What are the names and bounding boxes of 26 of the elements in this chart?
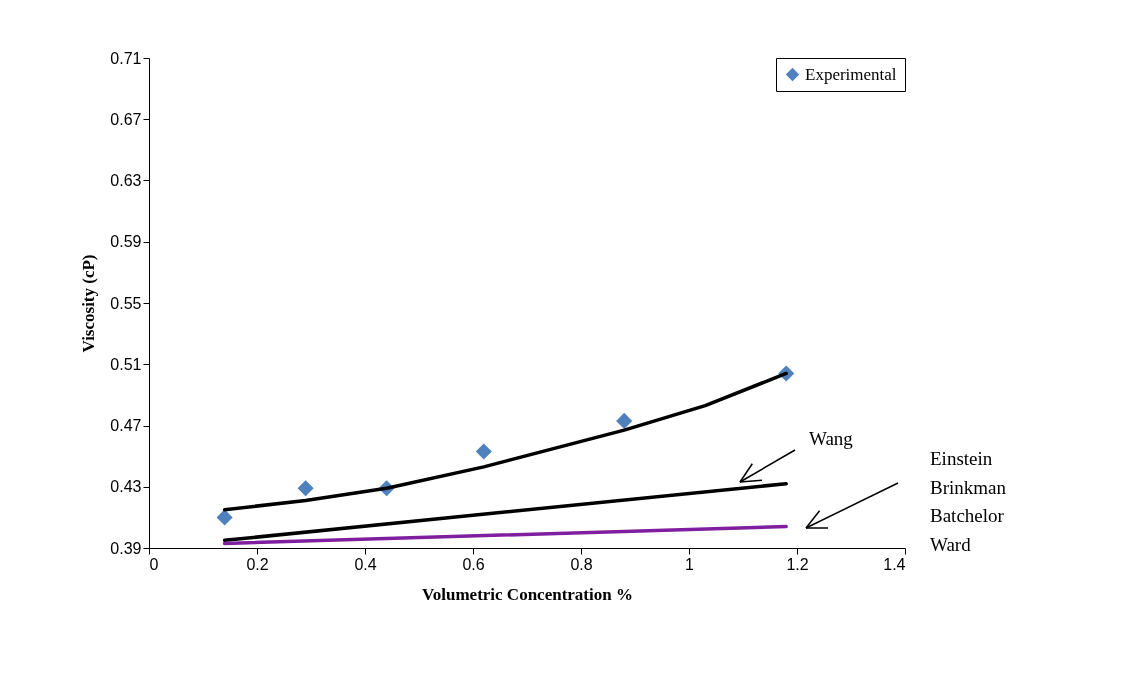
x-tick-label: 0.2 [246,555,269,573]
y-tick-label: 0.39 [110,539,142,557]
x-tick-label: 1 [685,555,695,573]
point [475,443,492,460]
x-tick-label: 1.4 [883,555,906,573]
y-tick-label: 0.67 [110,110,142,128]
x-tick-label: 0.8 [570,555,593,573]
y-tick-label: 0.43 [110,478,142,496]
y-tick-label: 0.63 [110,172,142,189]
x-axis-title: Volumetric Concentration % [422,584,633,604]
y-axis-title: Viscosity (cP) [79,254,99,353]
point [216,509,233,526]
x-tick-label: 0.4 [354,555,377,573]
x-tick-label: 0.6 [462,555,485,573]
annotation: Wang [809,428,854,449]
y-tick-label: 0.47 [110,417,142,434]
x-tick-label: 1.2 [786,555,809,573]
text: Einstein Brinkman Batchelor Ward [930,448,1007,555]
y-tick-label: 0.55 [110,294,142,312]
point [616,412,633,429]
y-tick-label: 0.59 [110,233,142,251]
point [297,480,314,497]
x-tick-label: 0 [149,555,159,573]
legend-label: Experimental [805,64,897,84]
y-tick-label: 0.71 [110,49,142,67]
y-tick-label: 0.51 [110,355,142,373]
